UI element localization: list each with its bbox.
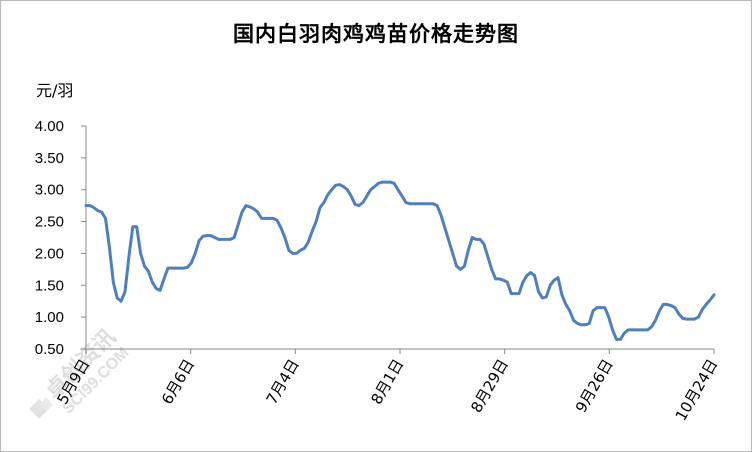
x-tick-label: 6月6日 (158, 356, 198, 408)
y-axis-label: 元/羽 (36, 81, 74, 100)
y-tick-label: 4.00 (35, 118, 64, 135)
y-tick-label: 2.50 (35, 214, 64, 231)
y-tick-label: 3.50 (35, 150, 64, 167)
x-tick-label: 8月1日 (367, 356, 407, 408)
x-tick-label: 8月29日 (467, 356, 512, 416)
y-tick-label: 1.50 (35, 277, 64, 294)
x-tick-label: 7月4日 (263, 356, 303, 408)
y-tick-label: 1.00 (35, 309, 64, 326)
watermark-logo: 卓创资讯 SCI99.COM (10, 300, 160, 440)
x-tick-label: 9月26日 (572, 356, 617, 416)
y-tick-label: 2.00 (35, 245, 64, 262)
y-tick-label: 3.00 (35, 182, 64, 199)
x-tick-label: 10月24日 (672, 356, 722, 424)
series-line (84, 180, 716, 341)
y-tick-label: 0.50 (35, 341, 64, 358)
x-tick-label: 5月9日 (53, 356, 93, 408)
chart-title: 国内白羽肉鸡鸡苗价格走势图 (233, 22, 519, 46)
